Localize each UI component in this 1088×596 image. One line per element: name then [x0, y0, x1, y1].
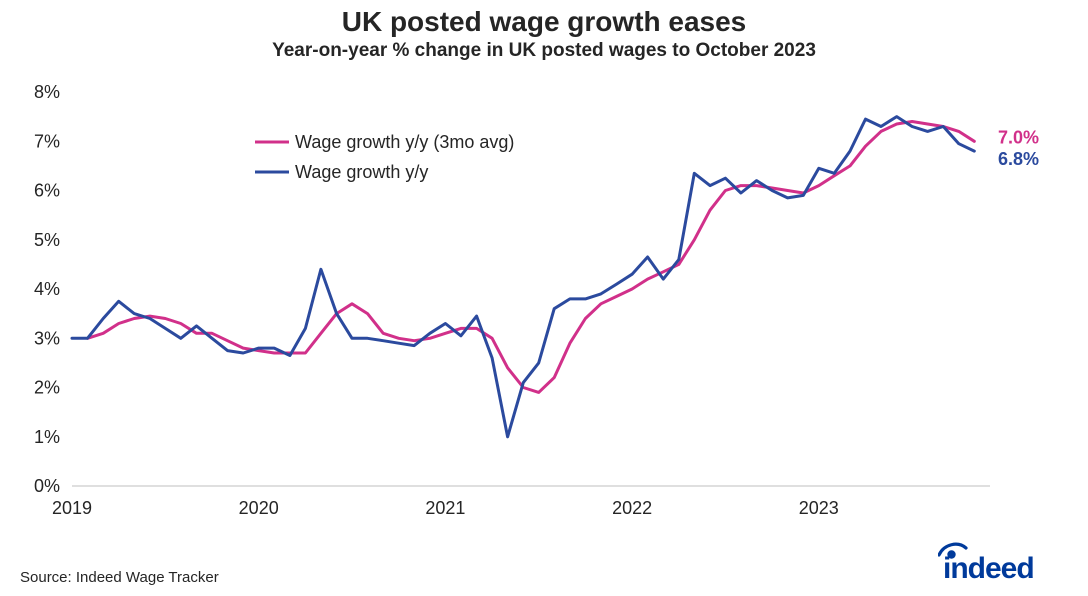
y-tick-label: 0%	[34, 476, 60, 496]
y-tick-label: 5%	[34, 230, 60, 250]
end-label-3mo: 7.0%	[998, 127, 1039, 147]
indeed-logo: indeed	[938, 542, 1068, 584]
svg-text:indeed: indeed	[943, 552, 1034, 584]
chart-title: UK posted wage growth eases	[0, 6, 1088, 38]
legend-label-3mo: Wage growth y/y (3mo avg)	[295, 132, 514, 152]
x-tick-label: 2021	[425, 498, 465, 518]
chart-subtitle: Year-on-year % change in UK posted wages…	[0, 40, 1088, 62]
x-tick-label: 2020	[239, 498, 279, 518]
end-label-yy: 6.8%	[998, 149, 1039, 169]
y-tick-label: 8%	[34, 84, 60, 102]
y-tick-label: 2%	[34, 378, 60, 398]
y-tick-label: 4%	[34, 279, 60, 299]
plot-area: 0% 1% 2% 3% 4% 5% 6% 7% 8% 2019 2020 2021 2022 2023 7.…	[20, 84, 1068, 524]
x-tick-label: 2019	[52, 498, 92, 518]
y-tick-label: 7%	[34, 131, 60, 151]
x-tick-label: 2023	[799, 498, 839, 518]
legend-label-yy: Wage growth y/y	[295, 162, 428, 182]
y-tick-label: 1%	[34, 427, 60, 447]
chart-svg: 0% 1% 2% 3% 4% 5% 6% 7% 8% 2019 2020 2021 2022 2023 7.…	[20, 84, 1068, 524]
x-tick-label: 2022	[612, 498, 652, 518]
y-tick-label: 6%	[34, 181, 60, 201]
y-tick-label: 3%	[34, 328, 60, 348]
source-label: Source: Indeed Wage Tracker	[20, 569, 219, 586]
